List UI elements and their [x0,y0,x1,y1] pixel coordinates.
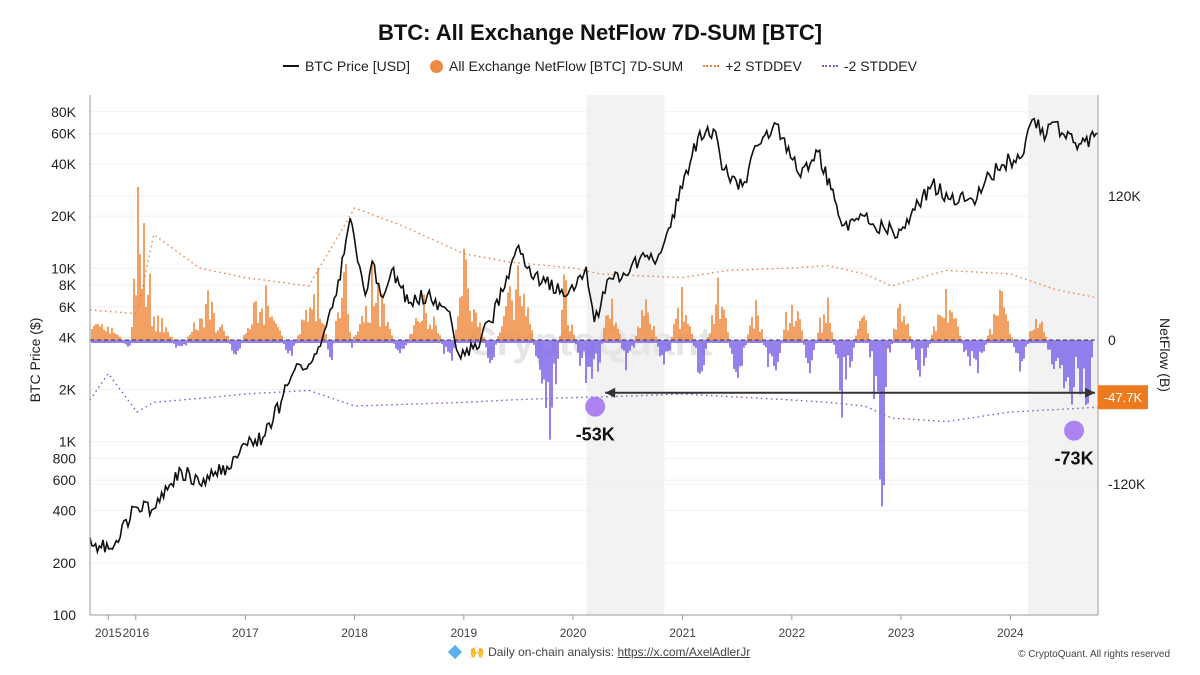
y-left-tick-label: 4K [59,329,77,345]
arrow-head-left [605,387,616,398]
x-tick-label: 2015 [95,626,122,640]
y-left-tick-label: 200 [53,555,77,571]
marker-label: -53K [576,425,615,445]
stddev-line [89,372,1099,423]
grid-lines [90,111,1098,616]
chart-title: BTC: All Exchange NetFlow 7D-SUM [BTC] [377,20,823,45]
marker-label: -73K [1055,449,1094,469]
raised-hands-icon: 🙌 [469,645,485,659]
footer-text: Daily on-chain analysis: [488,645,615,659]
legend-label-minus2: -2 STDDEV [843,58,917,74]
chart-legend: BTC Price [USD] All Exchange NetFlow [BT… [0,58,1200,74]
price-line [89,117,1099,555]
current-value-text: -47.7K [1104,390,1143,405]
x-tick-label: 2024 [997,626,1024,640]
legend-dotted-line-icon [821,65,838,67]
x-tick-label: 2016 [122,626,149,640]
diamond-icon [447,644,462,660]
y-left-tick-label: 40K [51,156,77,172]
annotations: -53K -73K -47.7K [576,385,1148,469]
stddev-lines [89,207,1099,423]
y-left-tick-label: 600 [53,472,77,488]
price-line [89,117,1099,555]
legend-item-price[interactable]: BTC Price [USD] [283,58,410,74]
y-left-tick-label: 60K [51,125,77,141]
x-tick-label: 2017 [232,626,259,640]
legend-dotted-line-icon [703,65,720,67]
footer: 🙌 Daily on-chain analysis: https://x.com… [0,644,1200,660]
y-left-tick-label: 2K [59,381,77,397]
netflow-area [90,186,1098,507]
y-right-tick-label: 120K [1108,188,1141,204]
y-right-tick-label: 0 [1108,332,1116,348]
y-left-tick-label: 20K [51,208,77,224]
x-tick-label: 2022 [778,626,805,640]
axes [89,95,1099,616]
x-tick-label: 2021 [669,626,696,640]
y-left-tick-label: 1K [59,434,77,450]
y-right-tick-label: -120K [1108,476,1146,492]
copyright: © CryptoQuant. All rights reserved [1018,649,1170,660]
x-tick-label: 2019 [450,626,477,640]
y-right-axis-label: NetFlow (B) [1157,318,1173,392]
legend-label-netflow: All Exchange NetFlow [BTC] 7D-SUM [449,58,684,74]
x-tick-label: 2018 [341,626,368,640]
y-left-tick-label: 10K [51,260,77,276]
legend-item-netflow[interactable]: All Exchange NetFlow [BTC] 7D-SUM [430,58,683,74]
x-tick-label: 2020 [560,626,587,640]
legend-line-icon [283,65,300,67]
marker-dot [585,396,606,417]
current-value-badge [1098,385,1148,410]
y-left-tick-label: 800 [53,450,77,466]
legend-label-plus2: +2 STDDEV [725,58,802,74]
x-tick-label: 2023 [888,626,915,640]
y-left-tick-label: 400 [53,503,77,519]
footer-link[interactable]: https://x.com/AxelAdlerJr [617,645,751,659]
y-left-tick-label: 6K [59,299,77,315]
y-left-tick-label: 8K [59,277,77,293]
legend-item-plus2[interactable]: +2 STDDEV [703,58,802,74]
legend-dot-icon [430,59,444,73]
y-left-tick-label: 80K [51,104,77,120]
legend-label-price: BTC Price [USD] [305,58,411,74]
y-left-tick-label: 100 [53,607,77,623]
legend-item-minus2[interactable]: -2 STDDEV [821,58,917,74]
marker-dot [1064,420,1085,441]
arrow-head-right [1085,387,1096,398]
y-left-axis-label: BTC Price ($) [27,318,43,403]
